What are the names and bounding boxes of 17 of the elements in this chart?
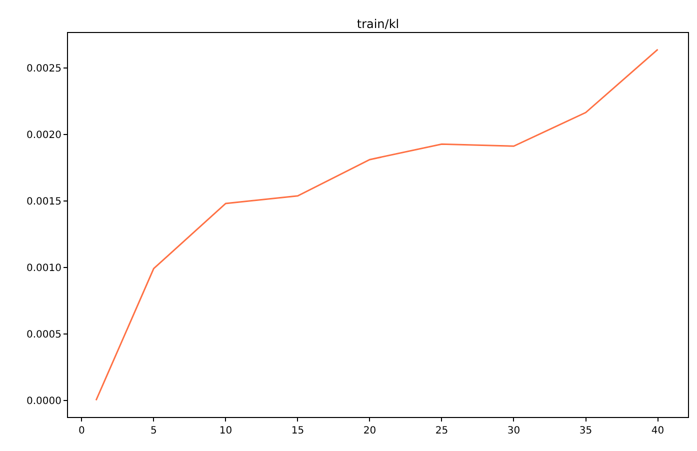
y-tick-label: 0.0000 (26, 396, 62, 407)
x-tick-label: 5 (150, 426, 157, 436)
x-tick-label: 20 (363, 426, 376, 436)
y-tick-label: 0.0010 (26, 262, 62, 274)
chart-title: train/kl (356, 17, 400, 32)
y-tick-label: 0.0005 (26, 329, 62, 340)
y-tick-label: 0.0020 (26, 130, 62, 141)
y-tick-label: 0.0025 (26, 63, 62, 74)
x-tick-label: 0 (78, 426, 85, 436)
x-tick-label: 40 (651, 426, 664, 436)
x-tick-label: 30 (507, 426, 520, 436)
x-tick-label: 35 (579, 426, 592, 436)
x-tick-label: 10 (219, 426, 232, 436)
x-tick-label: 15 (291, 426, 304, 436)
line-series (95, 48, 659, 401)
x-tick-label: 25 (435, 426, 448, 436)
y-tick-label: 0.0015 (26, 196, 62, 208)
